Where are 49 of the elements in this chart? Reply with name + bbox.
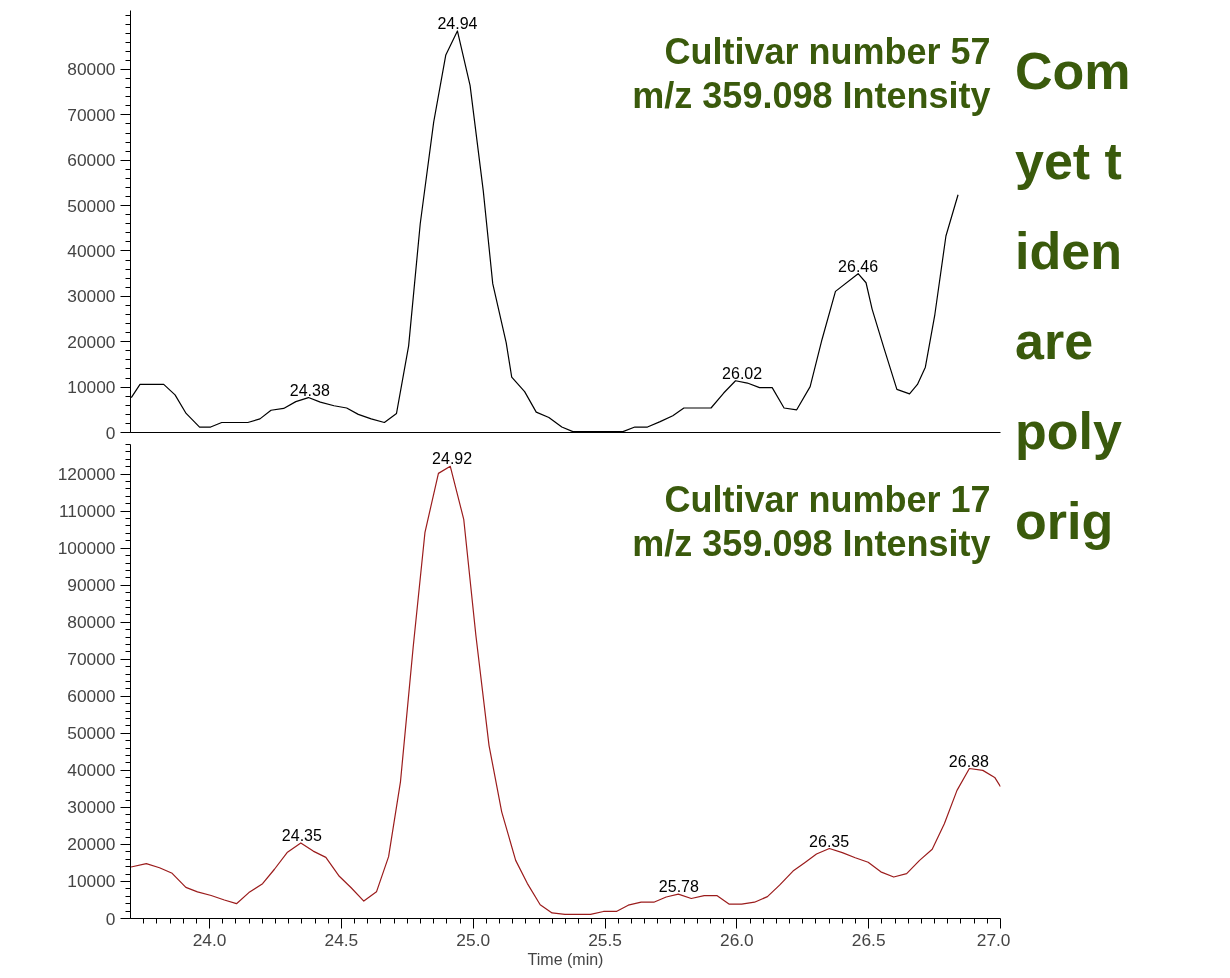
y-tick-label: 10000	[67, 377, 116, 398]
x-tick-label: 25.5	[588, 929, 622, 950]
text: m/z 359.098 Intensity	[632, 74, 991, 116]
y-tick-label: 30000	[67, 286, 116, 307]
y-tick-label: 70000	[67, 649, 116, 670]
y-tick-label: 60000	[67, 150, 116, 171]
annotation: 26.02	[722, 364, 763, 382]
x-tick-label: 24.5	[324, 929, 359, 950]
y-tick-label: 0	[105, 908, 116, 929]
y-tick-label: 0	[105, 422, 116, 443]
annotation: 26.88	[948, 752, 989, 770]
text: poly	[1015, 402, 1123, 460]
y-tick-label: 80000	[67, 59, 116, 80]
text: m/z 359.098 Intensity	[632, 522, 991, 564]
text: are	[1015, 312, 1095, 370]
x-tick-label: 27.0	[976, 929, 1011, 950]
x-axis-title: Time (min)	[527, 950, 604, 968]
text: Cultivar number 17	[664, 478, 991, 520]
y-tick-label: 50000	[67, 195, 116, 216]
text: Cultivar number 57	[664, 30, 991, 72]
y-tick-label: 70000	[67, 104, 116, 125]
y-tick-label: 60000	[67, 686, 116, 707]
text: yet t	[1015, 132, 1123, 190]
y-tick-label: 100000	[57, 538, 116, 559]
text: Com	[1015, 42, 1131, 100]
annotation: 24.35	[281, 826, 322, 844]
y-tick-label: 40000	[67, 240, 116, 261]
y-tick-label: 120000	[57, 464, 116, 485]
annotation: 24.92	[432, 450, 473, 468]
y-tick-label: 10000	[67, 871, 116, 892]
text: iden	[1015, 222, 1123, 280]
annotation: 25.78	[658, 878, 699, 896]
x-tick-label: 24.0	[192, 929, 227, 950]
annotation: 24.38	[289, 381, 330, 399]
x-tick-label: 26.5	[851, 929, 886, 950]
y-tick-label: 20000	[67, 331, 116, 352]
y-tick-label: 50000	[67, 723, 116, 744]
x-tick-label: 25.0	[456, 929, 491, 950]
y-tick-label: 110000	[58, 501, 116, 522]
y-tick-label: 80000	[67, 612, 116, 633]
y-tick-label: 20000	[67, 834, 116, 855]
x-tick-label: 26.0	[720, 929, 754, 950]
y-tick-label: 30000	[67, 797, 116, 818]
annotation: 24.94	[437, 14, 478, 32]
text: orig	[1015, 492, 1115, 550]
y-tick-label: 90000	[67, 575, 116, 596]
annotation: 26.46	[838, 257, 879, 275]
annotation: 26.35	[809, 832, 850, 850]
y-tick-label: 40000	[67, 760, 116, 781]
